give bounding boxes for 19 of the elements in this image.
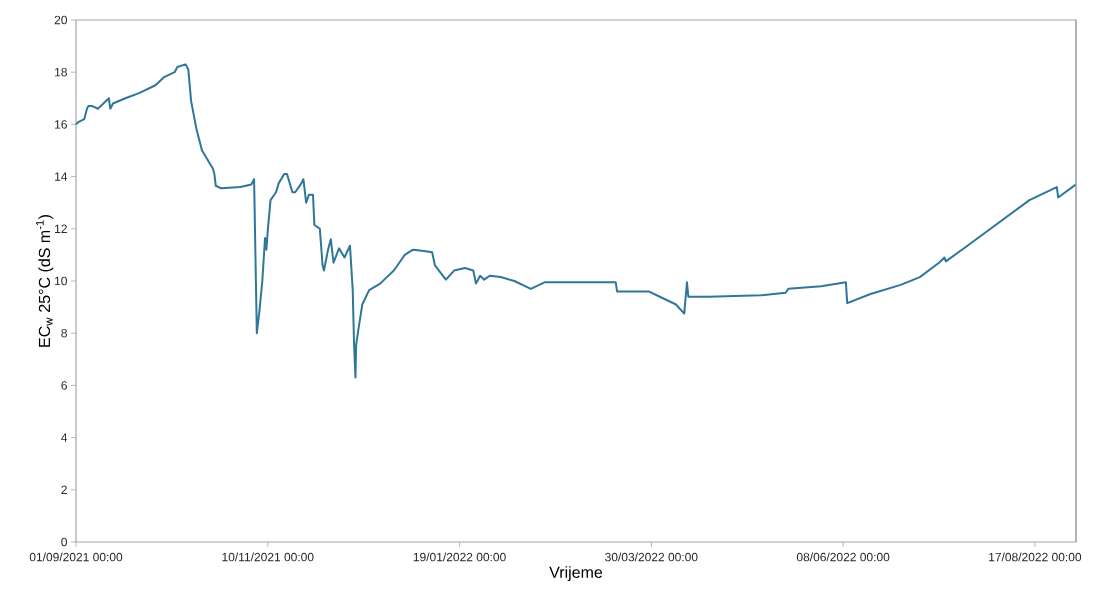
x-tick-label: 19/01/2022 00:00 <box>413 552 506 562</box>
x-tick-label: 17/08/2022 00:00 <box>989 552 1082 562</box>
y-tick-label: 16 <box>55 120 67 129</box>
y-tick-label: 14 <box>55 172 68 181</box>
y-tick-label: 6 <box>61 381 67 390</box>
x-tick-label: 01/09/2021 00:00 <box>29 552 123 562</box>
y-tick-label: 2 <box>61 485 67 494</box>
y-tick-label: 12 <box>55 224 67 233</box>
y-tick-label: 4 <box>61 433 68 442</box>
y-tick-label: 18 <box>55 67 67 77</box>
y-tick-label: 20 <box>54 15 68 25</box>
y-tick-label: 8 <box>61 328 67 338</box>
x-tick-label: 30/03/2022 00:00 <box>605 552 698 562</box>
y-axis-title: EC$_{w}$ 25°C (dS m$^{-1}$) <box>35 215 54 347</box>
y-tick-label: 0 <box>61 537 68 547</box>
x-tick-label: 10/11/2021 00:00 <box>222 552 314 562</box>
y-tick-label: 10 <box>55 276 68 286</box>
x-tick-label: 08/06/2022 00:00 <box>796 552 890 562</box>
x-axis-title: Vrijeme <box>549 566 603 582</box>
